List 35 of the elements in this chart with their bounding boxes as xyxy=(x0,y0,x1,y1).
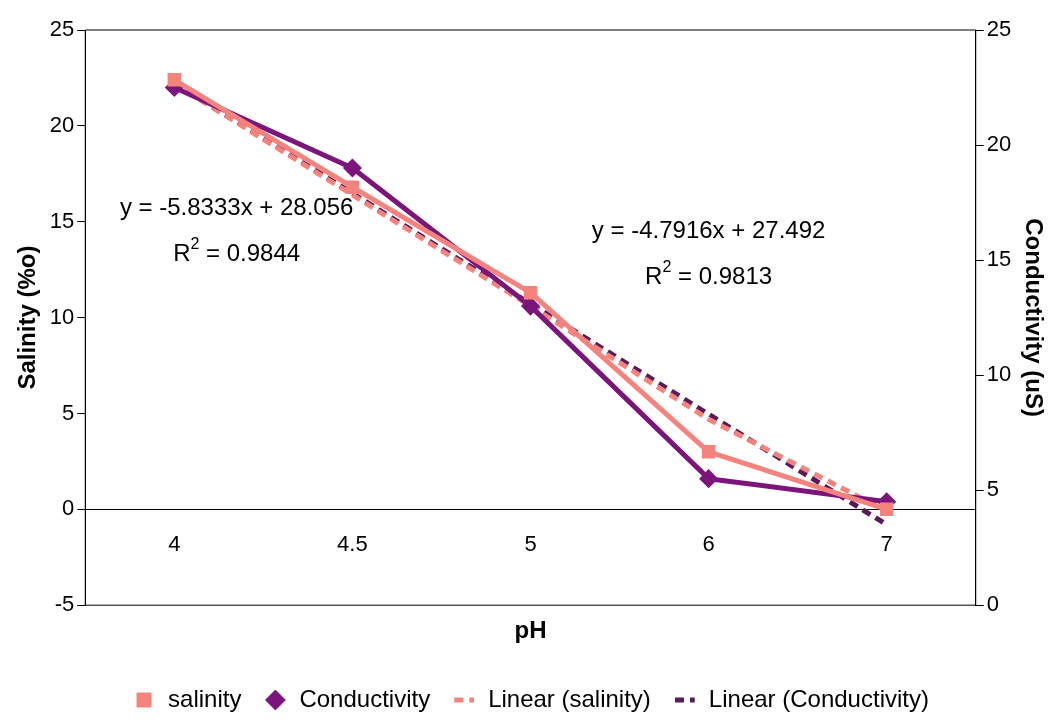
x-tick-label: 4.5 xyxy=(337,530,368,556)
y-tick-label: 15 xyxy=(49,207,75,233)
legend-label: Linear (salinity) xyxy=(488,684,651,712)
y2-tick-label: 0 xyxy=(986,591,999,617)
point xyxy=(345,180,360,194)
point xyxy=(701,445,716,459)
x-axis-title: pH xyxy=(514,615,547,643)
y2-tick-label: 10 xyxy=(986,361,1012,387)
annotation: y = -4.7916x + 27.492 xyxy=(591,215,826,243)
point xyxy=(343,159,361,177)
y2-tick-label: 5 xyxy=(986,476,999,502)
y-tick-label: -5 xyxy=(54,591,75,617)
y2-tick-label: 15 xyxy=(986,246,1012,272)
legend-label: salinity xyxy=(168,684,242,712)
annotation: y = -5.8333x + 28.056 xyxy=(119,192,354,220)
x-tick-label: 4 xyxy=(168,530,181,556)
y-axis-title: Salinity (%o) xyxy=(13,245,41,390)
x-tick-label: 5 xyxy=(524,530,537,556)
point xyxy=(523,285,538,300)
point xyxy=(879,502,894,517)
y2-tick-label: 20 xyxy=(986,131,1012,157)
point xyxy=(167,73,182,87)
y2-tick-label: 25 xyxy=(986,16,1012,42)
y-tick-label: 0 xyxy=(62,495,75,521)
point xyxy=(700,470,718,488)
y-tick-label: 5 xyxy=(62,399,75,425)
y-tick-label: 20 xyxy=(49,111,75,137)
x-tick-label: 7 xyxy=(880,530,893,556)
legend-label: Conductivity xyxy=(299,684,431,712)
legend-label: Linear (Conductivity) xyxy=(708,684,929,712)
y-tick-label: 10 xyxy=(49,303,75,329)
y2-axis-title: Conductivity (uS) xyxy=(1020,218,1048,417)
point xyxy=(522,297,539,315)
y-tick-label: 25 xyxy=(49,16,75,42)
x-tick-label: 6 xyxy=(702,530,715,556)
